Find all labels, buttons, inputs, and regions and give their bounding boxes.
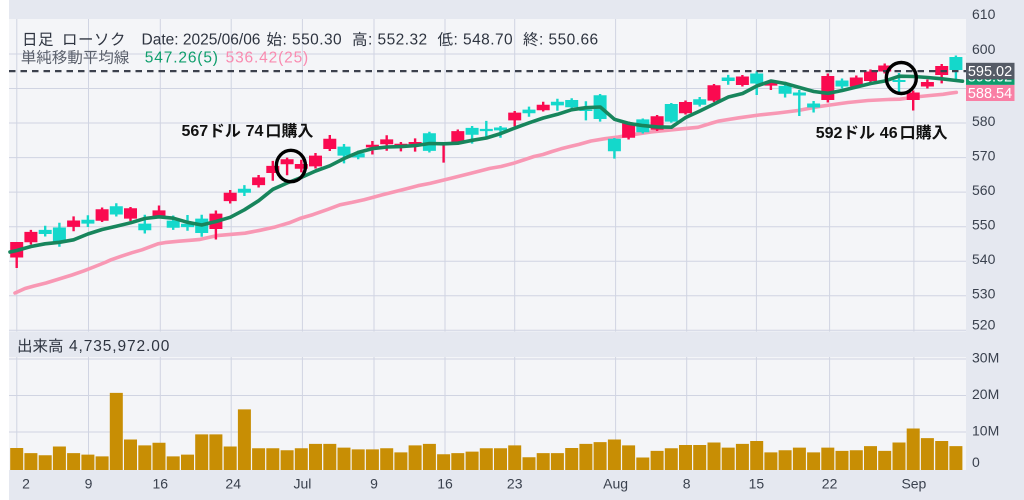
svg-text:536.42(25): 536.42(25): [226, 50, 309, 67]
svg-text:530: 530: [972, 285, 996, 301]
svg-text:9: 9: [85, 475, 93, 491]
svg-text:550: 550: [972, 217, 996, 233]
svg-text:520: 520: [972, 317, 996, 333]
svg-text:46: 46: [880, 125, 898, 142]
svg-text:Aug: Aug: [603, 475, 628, 491]
svg-text:: 550.30: : 550.30: [283, 32, 343, 49]
svg-text:: 552.32: : 552.32: [368, 32, 428, 49]
svg-text:592: 592: [816, 125, 843, 142]
svg-text:24: 24: [225, 475, 241, 491]
svg-text:2: 2: [22, 475, 30, 491]
svg-text:595.02: 595.02: [968, 64, 1012, 80]
svg-text:22: 22: [822, 475, 838, 491]
svg-text:74: 74: [246, 123, 264, 140]
svg-text:10M: 10M: [972, 422, 999, 438]
svg-text:30M: 30M: [972, 349, 999, 365]
svg-text:567: 567: [182, 123, 209, 140]
svg-text:547.26(5): 547.26(5): [145, 50, 219, 67]
svg-text:588.54: 588.54: [968, 86, 1012, 102]
svg-text:: 548.70: : 548.70: [454, 32, 514, 49]
svg-text:600: 600: [972, 41, 996, 57]
svg-text:610: 610: [972, 6, 996, 22]
svg-text:Date: 2025/06/06: Date: 2025/06/06: [142, 32, 261, 49]
svg-text:15: 15: [749, 475, 765, 491]
svg-text:16: 16: [153, 475, 169, 491]
svg-text:0: 0: [972, 454, 980, 470]
svg-text:23: 23: [507, 475, 523, 491]
svg-text:540: 540: [972, 251, 996, 267]
svg-text:8: 8: [683, 475, 691, 491]
svg-text:Jul: Jul: [293, 475, 311, 491]
svg-text:: 550.66: : 550.66: [539, 32, 599, 49]
svg-text:9: 9: [370, 475, 378, 491]
svg-text:16: 16: [437, 475, 453, 491]
svg-text:20M: 20M: [972, 386, 999, 402]
svg-text:Sep: Sep: [901, 475, 926, 491]
svg-text:580: 580: [972, 113, 996, 129]
svg-text:570: 570: [972, 148, 996, 164]
svg-text:560: 560: [972, 182, 996, 198]
svg-text:4,735,972.00: 4,735,972.00: [69, 338, 170, 355]
